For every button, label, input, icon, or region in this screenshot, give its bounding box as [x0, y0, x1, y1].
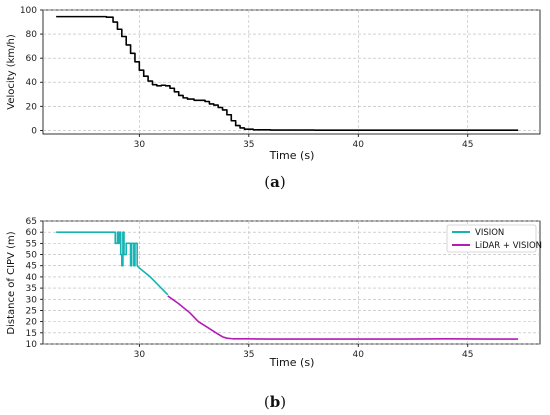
distance-x-tick-label: 40 — [353, 350, 365, 360]
velocity-grid — [43, 9, 540, 134]
distance-x-tick-label: 35 — [243, 350, 254, 360]
distance-y-tick-label: 10 — [26, 340, 38, 350]
distance-y-tick-label: 20 — [26, 318, 38, 328]
distance-series — [56, 231, 519, 340]
distance-y-tick-label: 65 — [26, 217, 37, 227]
velocity-x-tick-label: 35 — [243, 140, 254, 150]
distance-y-tick-label: 55 — [26, 239, 37, 249]
velocity-x-axis-label: Time (s) — [269, 149, 315, 162]
distance-legend: VISION LiDAR + VISION — [446, 224, 542, 253]
caption-a: (a) — [264, 173, 285, 191]
distance-x-tick-label: 30 — [134, 350, 146, 360]
velocity-y-tick-label: 60 — [26, 54, 38, 64]
distance-plot-frame — [42, 220, 541, 345]
distance-y-tick-label: 60 — [26, 228, 38, 238]
series-line-velocity — [56, 15, 519, 131]
distance-x-ticks: 30 35 40 45 — [134, 344, 473, 360]
legend-label-lidar-vision: LiDAR + VISION — [475, 241, 542, 251]
velocity-y-tick-label: 40 — [26, 78, 38, 88]
velocity-y-tick-label: 100 — [20, 6, 37, 16]
distance-y-tick-label: 25 — [26, 306, 37, 316]
velocity-y-ticks: 0 20 40 60 80 100 — [20, 6, 43, 136]
velocity-y-tick-label: 80 — [26, 30, 38, 40]
caption-b: (b) — [264, 393, 286, 411]
velocity-x-tick-label: 40 — [353, 140, 365, 150]
velocity-x-ticks: 30 35 40 45 — [134, 134, 473, 150]
velocity-y-tick-label: 0 — [31, 126, 37, 136]
velocity-panel: 30 35 40 45 0 20 40 60 80 100 Time (s) Velocity … — [6, 6, 541, 191]
distance-y-tick-label: 40 — [26, 273, 38, 283]
legend-label-vision: VISION — [475, 228, 504, 238]
distance-y-axis-label: Distance of CIPV (m) — [6, 231, 17, 334]
velocity-y-tick-label: 20 — [26, 102, 38, 112]
velocity-plot-frame — [42, 9, 541, 135]
distance-y-tick-label: 15 — [26, 329, 37, 339]
distance-y-tick-label: 35 — [26, 284, 37, 294]
distance-x-tick-label: 45 — [462, 350, 473, 360]
velocity-y-axis-label: Velocity (km/h) — [6, 34, 17, 110]
distance-y-tick-label: 45 — [26, 262, 37, 272]
velocity-series — [56, 15, 519, 131]
distance-y-tick-label: 30 — [26, 295, 38, 305]
distance-x-axis-label: Time (s) — [269, 356, 315, 369]
velocity-x-tick-label: 30 — [134, 140, 146, 150]
series-line-lidar-vision — [167, 295, 519, 340]
series-line-vision — [56, 231, 169, 296]
distance-y-tick-label: 50 — [26, 251, 38, 261]
velocity-x-tick-label: 45 — [462, 140, 473, 150]
